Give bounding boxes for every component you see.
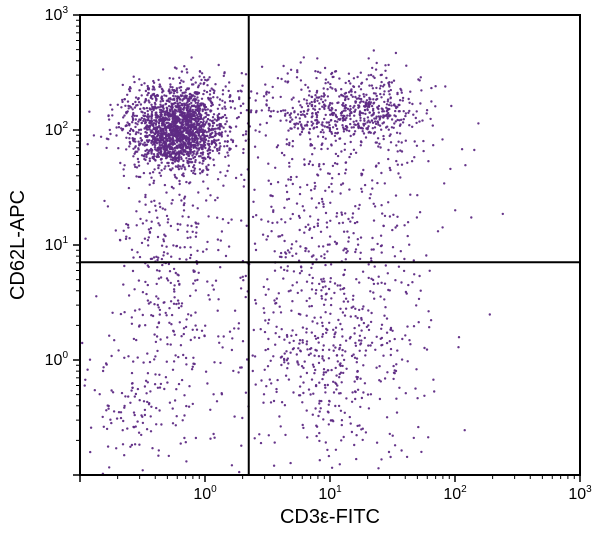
scatter-plot-svg: 100101102103100101102103CD3ε-FITCCD62L-A…: [0, 0, 600, 535]
flow-cytometry-scatter: 100101102103100101102103CD3ε-FITCCD62L-A…: [0, 0, 600, 535]
y-axis-label: CD62L-APC: [7, 190, 29, 300]
x-axis-label: CD3ε-FITC: [280, 506, 380, 528]
